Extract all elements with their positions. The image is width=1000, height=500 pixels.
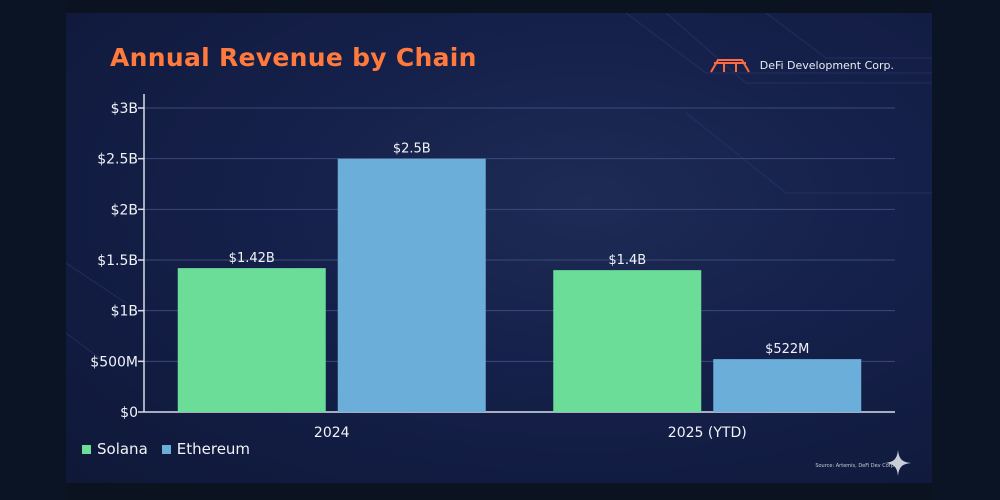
data-labels: $1.42B $2.5B $1.4B $522M (229, 142, 810, 357)
y-tick-label: $1.5B (97, 253, 138, 269)
y-tick-label: $500M (90, 354, 138, 370)
chart-title: Annual Revenue by Chain (110, 43, 477, 72)
category-labels: 2024 2025 (YTD) (314, 425, 747, 441)
y-tick-labels: $0 $500M $1B $1.5B $2B $2.5B $3B (90, 101, 138, 421)
y-tick-label: $1B (111, 304, 138, 320)
source-note: Source: Artemis, DeFi Dev Corp (815, 463, 894, 469)
sparkle-icon (885, 450, 911, 476)
legend-label-solana: Solana (97, 440, 148, 458)
bars (177, 158, 862, 412)
bar-solana-0 (177, 268, 326, 412)
y-tick-label: $0 (120, 405, 138, 421)
data-label: $2.5B (393, 142, 431, 157)
legend-item-solana: Solana (82, 440, 148, 458)
y-tick-label: $2B (111, 202, 138, 218)
brand: DeFi Development Corp. (709, 57, 894, 73)
bar-ethereum-0 (337, 158, 486, 412)
x-category-label: 2025 (YTD) (668, 425, 747, 441)
brand-name: DeFi Development Corp. (759, 58, 894, 72)
data-label: $522M (765, 342, 809, 357)
legend-swatch-solana (82, 444, 91, 454)
frame-right (932, 0, 1000, 500)
data-label: $1.42B (229, 251, 275, 266)
legend: Solana Ethereum (82, 440, 250, 458)
bar-solana-1 (553, 270, 702, 412)
legend-item-ethereum: Ethereum (161, 440, 251, 458)
x-category-label: 2024 (314, 425, 350, 441)
y-tick-label: $3B (111, 101, 138, 117)
circuit-background (66, 13, 932, 364)
data-label: $1.4B (608, 253, 646, 268)
bar-ethereum-1 (713, 359, 862, 412)
legend-label-ethereum: Ethereum (176, 440, 251, 458)
bottom-bar (66, 483, 932, 500)
frame-left (0, 0, 66, 500)
legend-swatch-ethereum (161, 444, 171, 454)
top-bar (66, 0, 932, 13)
y-tick-label: $2.5B (97, 152, 138, 168)
defi-bridge-logo-icon (709, 59, 750, 73)
